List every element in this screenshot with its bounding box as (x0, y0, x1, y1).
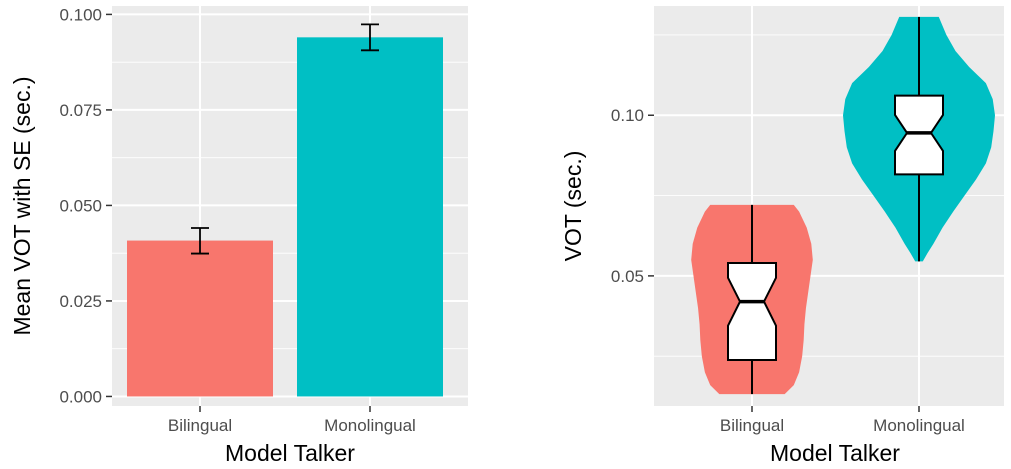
box-bilingual (727, 262, 777, 362)
left-x-tick-label-monolingual: Monolingual (324, 416, 416, 435)
panel-right: 0.05 0.10 Bilingual Monolingual Model Talk… (560, 6, 1004, 466)
left-x-axis-title: Model Talker (225, 440, 355, 466)
panel-left: 0.000 0.025 0.050 0.075 0.100 Bilingual Monol… (9, 5, 468, 466)
panel-right-y-ticks: 0.05 0.10 (611, 106, 654, 286)
panel-left-marks (127, 23, 443, 397)
box-monolingual (894, 94, 944, 176)
left-y-tick-label: 0.075 (59, 101, 102, 120)
right-y-tick-label: 0.10 (611, 106, 644, 125)
right-x-axis-title: Model Talker (770, 440, 900, 466)
right-x-tick-label-monolingual: Monolingual (873, 416, 965, 435)
right-y-tick-label: 0.05 (611, 267, 644, 286)
panel-left-y-ticks: 0.000 0.025 0.050 0.075 0.100 (59, 5, 112, 406)
left-x-tick-label-bilingual: Bilingual (168, 416, 232, 435)
left-y-tick-label: 0.050 (59, 196, 102, 215)
bar-bilingual (127, 240, 273, 397)
panel-left-x-ticks: Bilingual Monolingual (168, 406, 416, 435)
left-y-tick-label: 0.025 (59, 292, 102, 311)
left-y-tick-label: 0.100 (59, 5, 102, 24)
left-y-tick-label: 0.000 (59, 387, 102, 406)
left-y-axis-title: Mean VOT with SE (sec.) (9, 76, 35, 335)
bar-monolingual (297, 37, 443, 397)
right-y-axis-title: VOT (sec.) (560, 151, 586, 262)
panel-right-x-ticks: Bilingual Monolingual (720, 406, 965, 435)
panel-right-marks (691, 16, 995, 395)
right-x-tick-label-bilingual: Bilingual (720, 416, 784, 435)
